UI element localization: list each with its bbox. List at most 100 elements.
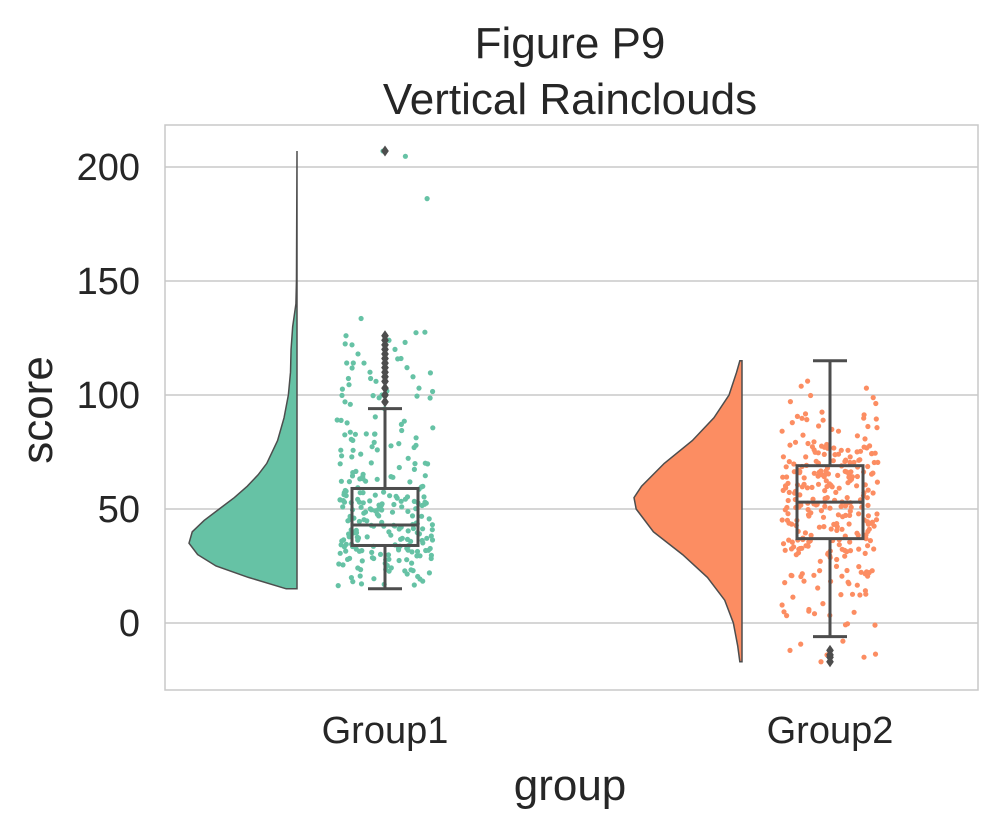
data-point bbox=[430, 388, 436, 395]
data-point bbox=[834, 556, 840, 563]
data-point bbox=[840, 638, 846, 644]
data-point bbox=[399, 504, 405, 510]
data-point bbox=[828, 526, 834, 532]
data-point bbox=[848, 504, 854, 510]
data-point bbox=[413, 330, 419, 336]
data-point bbox=[429, 522, 435, 528]
data-point bbox=[856, 546, 862, 552]
x-tick-label: Group1 bbox=[322, 710, 449, 752]
data-point bbox=[396, 547, 402, 553]
data-point bbox=[423, 547, 429, 554]
data-point bbox=[782, 507, 788, 513]
data-point bbox=[854, 483, 860, 489]
data-point bbox=[870, 395, 876, 401]
data-point bbox=[780, 541, 787, 547]
data-point bbox=[358, 504, 364, 510]
data-point bbox=[779, 517, 785, 523]
data-point bbox=[856, 564, 862, 570]
data-point bbox=[399, 427, 405, 434]
data-point bbox=[784, 517, 791, 524]
data-point bbox=[870, 470, 876, 476]
data-point bbox=[426, 516, 432, 522]
data-point bbox=[865, 463, 871, 470]
data-point bbox=[393, 493, 399, 499]
data-point bbox=[414, 553, 420, 559]
data-point bbox=[358, 581, 365, 587]
data-point bbox=[416, 385, 422, 391]
data-point bbox=[809, 484, 815, 490]
data-point bbox=[787, 647, 793, 653]
data-point bbox=[811, 611, 818, 617]
data-point bbox=[374, 447, 380, 453]
data-point bbox=[338, 447, 344, 453]
data-point bbox=[816, 469, 822, 475]
data-point bbox=[800, 432, 806, 438]
data-point bbox=[817, 568, 823, 574]
data-point bbox=[409, 513, 416, 519]
data-point bbox=[786, 459, 792, 465]
data-point bbox=[381, 489, 387, 495]
data-point bbox=[862, 550, 868, 557]
data-point bbox=[865, 502, 871, 508]
data-point bbox=[820, 417, 826, 423]
data-point bbox=[361, 360, 367, 366]
data-point bbox=[396, 441, 402, 447]
data-point bbox=[414, 393, 420, 399]
data-point bbox=[782, 547, 788, 553]
clouds-layer bbox=[188, 151, 743, 663]
data-point bbox=[824, 495, 830, 501]
data-point bbox=[847, 508, 853, 514]
data-point bbox=[799, 571, 805, 577]
data-point bbox=[344, 420, 350, 426]
data-point bbox=[798, 641, 804, 647]
data-point bbox=[791, 461, 797, 467]
data-point bbox=[789, 420, 795, 426]
data-point bbox=[834, 527, 840, 534]
data-point bbox=[353, 468, 359, 474]
data-point bbox=[420, 578, 426, 584]
data-point bbox=[842, 458, 848, 465]
data-point bbox=[343, 493, 349, 499]
data-point bbox=[358, 315, 364, 322]
data-point bbox=[356, 548, 362, 554]
data-point bbox=[358, 451, 364, 457]
data-point bbox=[820, 601, 826, 607]
data-point bbox=[805, 512, 812, 518]
data-point bbox=[422, 499, 428, 505]
data-point bbox=[374, 511, 380, 517]
data-point bbox=[355, 565, 361, 571]
data-point bbox=[371, 576, 377, 582]
data-point bbox=[402, 496, 408, 502]
data-point bbox=[355, 535, 362, 541]
data-point bbox=[831, 445, 837, 451]
x-tick-label: Group2 bbox=[767, 710, 894, 752]
data-point bbox=[421, 494, 427, 500]
data-point bbox=[367, 369, 373, 375]
data-point bbox=[824, 441, 830, 448]
data-point bbox=[805, 378, 811, 384]
data-point bbox=[844, 495, 850, 501]
data-point bbox=[792, 439, 799, 445]
data-point bbox=[390, 474, 396, 480]
data-point bbox=[352, 431, 358, 437]
data-point bbox=[369, 549, 375, 556]
data-point bbox=[355, 496, 361, 502]
data-point bbox=[843, 502, 849, 508]
data-point bbox=[801, 475, 807, 481]
data-point bbox=[387, 493, 393, 499]
data-point bbox=[873, 416, 879, 422]
data-point bbox=[794, 413, 801, 419]
data-point bbox=[797, 545, 803, 552]
rain-layer bbox=[334, 148, 881, 665]
data-point bbox=[345, 375, 351, 382]
data-point bbox=[811, 572, 817, 578]
data-point bbox=[824, 483, 830, 490]
data-point bbox=[808, 392, 814, 399]
data-point bbox=[422, 329, 428, 335]
data-point bbox=[782, 483, 789, 489]
data-point bbox=[811, 439, 817, 445]
data-point bbox=[367, 506, 373, 512]
data-point bbox=[357, 490, 363, 496]
data-point bbox=[411, 582, 417, 588]
